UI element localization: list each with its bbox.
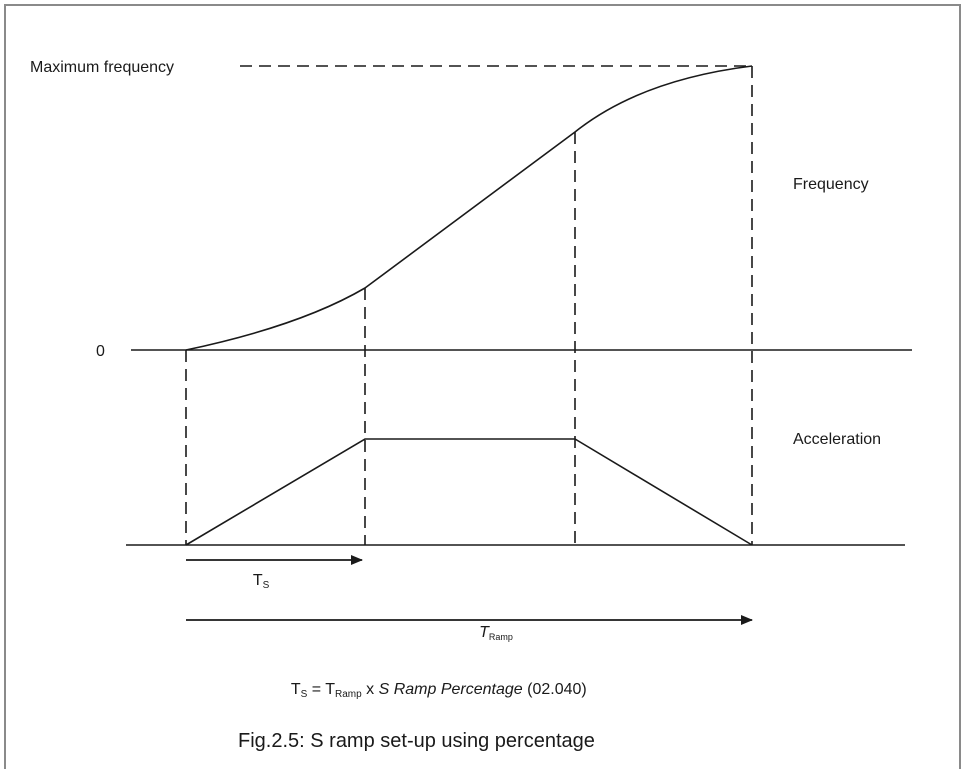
- formula-param-number: (02.040): [523, 681, 587, 698]
- zero-label: 0: [96, 343, 105, 360]
- ts-arrow-label-subscript: S: [263, 580, 270, 591]
- figure-caption: Fig.2.5: S ramp set-up using percentage: [238, 730, 595, 752]
- ts-arrow-label-main: T: [253, 572, 263, 589]
- tramp-arrow-label: TRamp: [448, 624, 535, 644]
- acceleration-profile: [185, 438, 753, 546]
- acceleration-label: Acceleration: [793, 431, 881, 448]
- frequency-label: Frequency: [793, 176, 869, 193]
- max-frequency-label: Maximum frequency: [30, 59, 174, 76]
- figure-frame: [4, 4, 961, 769]
- tramp-arrow-label-subscript: Ramp: [489, 632, 513, 642]
- formula-ts-main: T: [291, 681, 301, 698]
- frequency-s-curve: [185, 65, 753, 351]
- formula-times: x: [362, 681, 379, 698]
- ts-arrow-label: TS: [222, 572, 292, 592]
- formula-tramp-subscript: Ramp: [335, 689, 362, 700]
- formula-equals: =: [307, 681, 325, 698]
- formula: TS = TRamp x S Ramp Percentage (02.040): [260, 681, 609, 700]
- formula-param-name: S Ramp Percentage: [379, 681, 523, 698]
- formula-ts-subscript: S: [301, 689, 308, 700]
- formula-tramp-main: T: [325, 681, 335, 698]
- tramp-arrow-label-main: T: [479, 624, 490, 641]
